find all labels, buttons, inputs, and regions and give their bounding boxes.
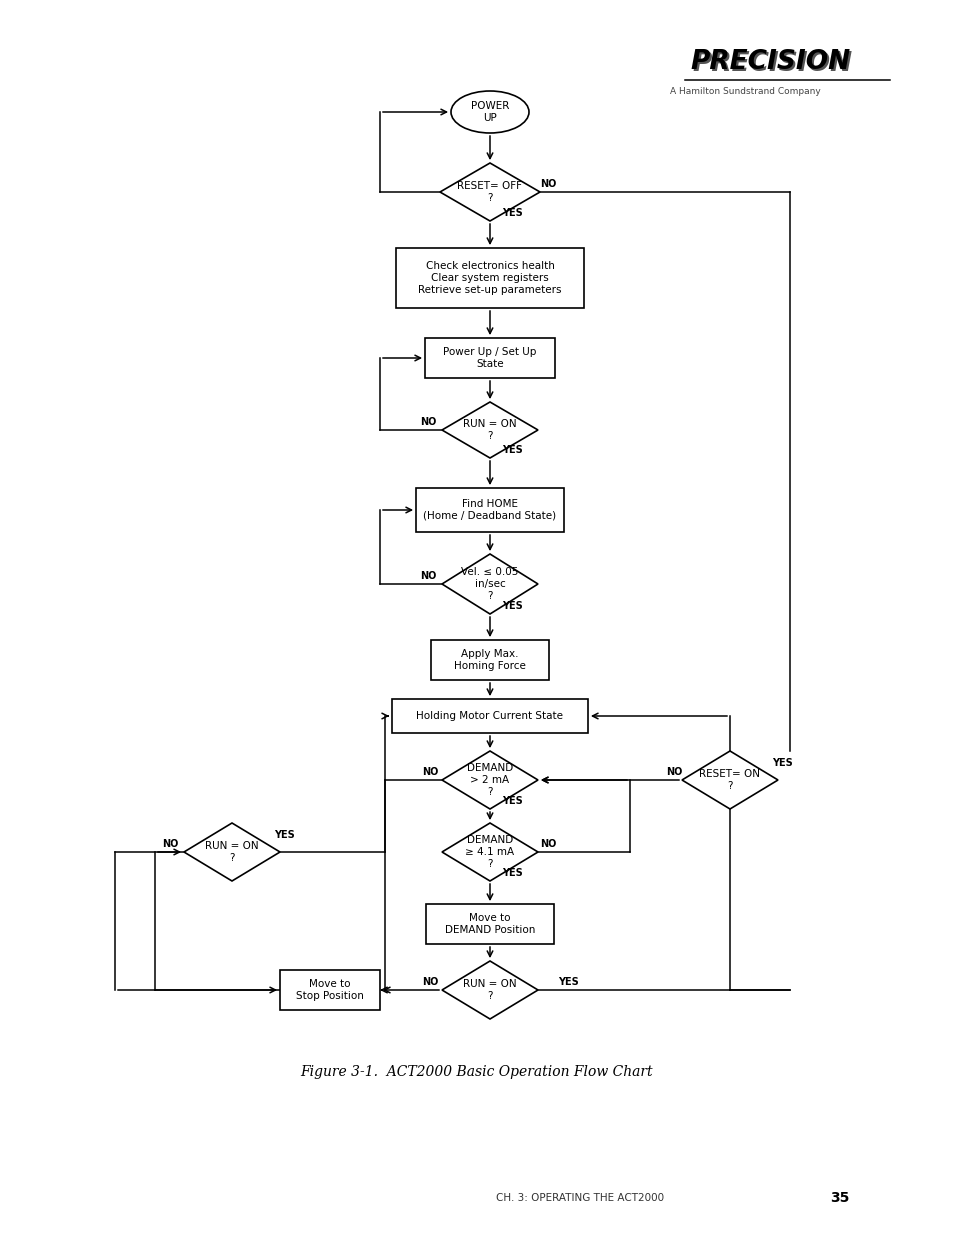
Text: DEMAND
> 2 mA
?: DEMAND > 2 mA ?	[466, 763, 513, 797]
Text: NO: NO	[539, 179, 556, 189]
Text: Power Up / Set Up
State: Power Up / Set Up State	[443, 347, 537, 369]
Text: Check electronics health
Clear system registers
Retrieve set-up parameters: Check electronics health Clear system re…	[417, 262, 561, 295]
Text: YES: YES	[274, 830, 294, 840]
Polygon shape	[441, 961, 537, 1019]
Text: Apply Max.
Homing Force: Apply Max. Homing Force	[454, 650, 525, 671]
Text: POWER
UP: POWER UP	[471, 101, 509, 122]
Text: RESET= OFF
?: RESET= OFF ?	[457, 182, 522, 203]
Bar	[431, 640, 548, 680]
Text: A Hamilton Sundstrand Company: A Hamilton Sundstrand Company	[669, 88, 820, 96]
Text: CH. 3: OPERATING THE ACT2000: CH. 3: OPERATING THE ACT2000	[496, 1193, 663, 1203]
Ellipse shape	[451, 91, 529, 133]
Bar	[392, 699, 587, 734]
Bar	[395, 248, 583, 308]
Text: 35: 35	[829, 1191, 849, 1205]
Polygon shape	[184, 823, 280, 881]
Polygon shape	[681, 751, 778, 809]
Text: Figure 3-1.  ACT2000 Basic Operation Flow Chart: Figure 3-1. ACT2000 Basic Operation Flow…	[300, 1065, 653, 1079]
Text: YES: YES	[501, 601, 522, 611]
Text: NO: NO	[419, 571, 436, 580]
Text: Find HOME
(Home / Deadband State): Find HOME (Home / Deadband State)	[423, 499, 556, 521]
Text: YES: YES	[501, 868, 522, 878]
Text: NO: NO	[421, 977, 437, 987]
Text: RUN = ON
?: RUN = ON ?	[463, 979, 517, 1000]
Text: Move to
DEMAND Position: Move to DEMAND Position	[444, 913, 535, 935]
Bar	[280, 969, 379, 1010]
Polygon shape	[441, 403, 537, 458]
Text: YES: YES	[558, 977, 578, 987]
Polygon shape	[441, 823, 537, 881]
Text: NO: NO	[419, 417, 436, 427]
Polygon shape	[441, 555, 537, 614]
Text: PRECISION: PRECISION	[689, 49, 849, 75]
Polygon shape	[441, 751, 537, 809]
Polygon shape	[439, 163, 539, 221]
Text: Move to
Stop Position: Move to Stop Position	[295, 979, 363, 1000]
Text: Vel. ≤ 0.05
in/sec
?: Vel. ≤ 0.05 in/sec ?	[461, 567, 518, 600]
Text: NO: NO	[162, 839, 178, 848]
Text: YES: YES	[501, 207, 522, 219]
Text: YES: YES	[501, 797, 522, 806]
Text: RESET= ON
?: RESET= ON ?	[699, 769, 760, 790]
Text: RUN = ON
?: RUN = ON ?	[463, 419, 517, 441]
Bar	[424, 338, 555, 378]
Text: NO: NO	[539, 839, 556, 848]
Bar	[416, 488, 563, 532]
Text: NO: NO	[421, 767, 437, 777]
Text: PRECISION: PRECISION	[691, 51, 851, 77]
Bar	[426, 904, 554, 944]
Text: Holding Motor Current State: Holding Motor Current State	[416, 711, 563, 721]
Text: YES: YES	[771, 758, 792, 768]
Text: DEMAND
≥ 4.1 mA
?: DEMAND ≥ 4.1 mA ?	[465, 835, 514, 868]
Text: RUN = ON
?: RUN = ON ?	[205, 841, 258, 863]
Text: YES: YES	[501, 445, 522, 454]
Text: NO: NO	[665, 767, 681, 777]
